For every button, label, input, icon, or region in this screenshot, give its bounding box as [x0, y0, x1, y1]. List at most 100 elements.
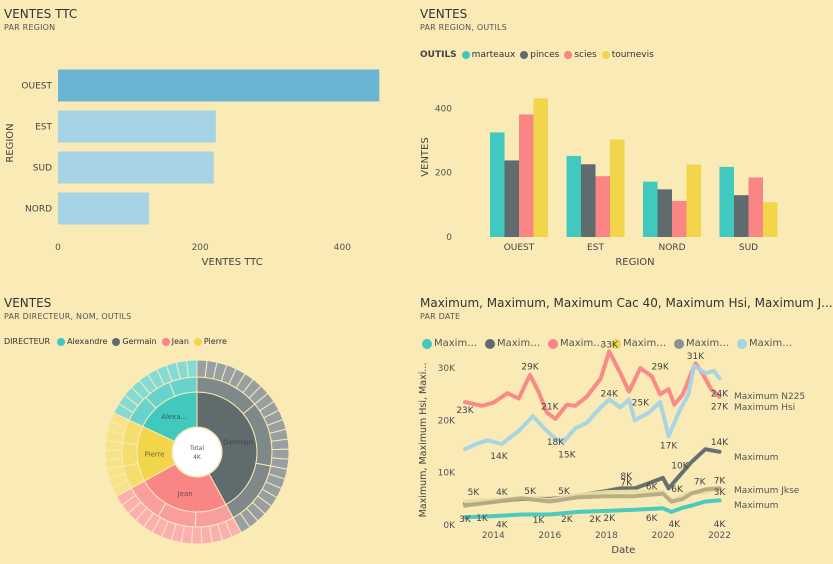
sunburst-label-alexandre: Alexa...: [161, 413, 187, 421]
legend-label-scies[interactable]: scies: [574, 50, 597, 60]
sunburst-center-label: Total: [189, 445, 204, 452]
bar-est[interactable]: [58, 110, 216, 143]
bar-sud-pinces[interactable]: [734, 195, 749, 237]
bar-est-marteaux[interactable]: [566, 155, 582, 237]
bar-sud-tournevis[interactable]: [763, 202, 778, 237]
bar-nord-pinces[interactable]: [657, 189, 673, 237]
legend-label-marteaux[interactable]: marteaux: [471, 50, 516, 60]
bar-chart-ventes-ttc[interactable]: OUEST EST SUD NORD 0 200 400 VENTES TTC REGION: [0, 0, 415, 280]
data-label: 1K: [533, 516, 546, 526]
data-label: 7K: [620, 478, 633, 488]
chart-title: VENTES: [4, 296, 52, 310]
x-tick-label-ouest: OUEST: [504, 243, 535, 253]
series-end-label-maximum: Maximum: [734, 501, 778, 511]
y-tick-label: 400: [435, 104, 452, 114]
bar-ouest-marteaux[interactable]: [490, 132, 505, 237]
legend-marker-scies: [564, 51, 573, 59]
bar-ouest-pinces[interactable]: [504, 160, 520, 237]
legend-label-germain[interactable]: Germain: [122, 337, 157, 346]
series-end-label-maximum: Maximum: [734, 453, 778, 463]
y-tick-label: 0: [446, 233, 452, 243]
y-tick-label: 10K: [438, 469, 456, 479]
data-label: 18K: [547, 438, 565, 448]
legend-marker: [611, 338, 621, 349]
legend-label-alexandre[interactable]: Alexandre: [67, 337, 108, 346]
bar-nord-tournevis[interactable]: [686, 164, 702, 237]
line-chart-maximum[interactable]: 0K 10K 20K 30K 2014 2016 2018 2020 2022 Date Maxim…: [415, 290, 833, 564]
x-axis-label: Date: [611, 545, 635, 556]
bar-ouest-tournevis[interactable]: [533, 98, 549, 237]
sunburst-center: [173, 428, 221, 476]
sunburst-center-value: 4K: [193, 454, 202, 461]
legend-marker: [548, 338, 558, 349]
data-label: 14K: [711, 438, 729, 448]
bar-nord[interactable]: [58, 192, 149, 225]
legend-marker: [422, 338, 432, 349]
data-label: 21K: [541, 403, 559, 413]
x-tick-label-sud: SUD: [739, 243, 758, 253]
column-chart-ventes[interactable]: 0 200 400 OUEST EST NORD SUD REGION VENTES: [415, 0, 833, 280]
bar-est-tournevis[interactable]: [610, 139, 625, 237]
x-tick-label: 400: [334, 243, 351, 253]
series-end-label-maximum-jkse: Maximum Jkse: [734, 486, 800, 496]
x-tick-label: 2018: [595, 531, 618, 541]
data-label: 3K: [459, 515, 472, 525]
x-tick-label: 200: [192, 243, 209, 253]
tick-label-nord: NORD: [25, 205, 52, 215]
data-label: 23K: [456, 406, 474, 416]
legend: OUTILS marteaux pinces scies tournevis: [420, 50, 654, 60]
panel-ventes-directeur: VENTES PAR DIRECTEUR, NOM, OUTILS DIRECT…: [0, 290, 415, 564]
sunburst-name-segment: [121, 442, 139, 467]
data-label: 2K: [561, 515, 574, 525]
data-label: 24K: [601, 389, 619, 399]
legend-title: OUTILS: [420, 50, 457, 60]
data-label: 4K: [668, 520, 681, 530]
sunburst-chart[interactable]: Germain Jean Pierre Alexa... Total 4K: [0, 290, 415, 564]
line-maximum-hsi[interactable]: [463, 349, 722, 421]
legend-marker: [674, 338, 684, 349]
bar-nord-scies[interactable]: [672, 200, 687, 237]
data-label: 7K: [694, 477, 707, 487]
y-tick-label: 30K: [438, 364, 456, 374]
data-label: 5K: [468, 488, 481, 498]
line-maximum-cac-40[interactable]: [463, 486, 722, 508]
bar-ouest-scies[interactable]: [519, 114, 534, 237]
y-tick-label: 200: [435, 169, 452, 179]
data-label: 24K: [711, 389, 729, 399]
data-label: 6K: [671, 485, 684, 495]
bar-sud-marteaux[interactable]: [719, 166, 735, 237]
legend-label-jean[interactable]: Jean: [171, 337, 189, 346]
data-label: 4K: [496, 488, 509, 498]
chart-subtitle: PAR REGION, OUTILS: [420, 23, 507, 32]
y-tick-label: 0K: [443, 521, 456, 531]
legend-label-tournevis[interactable]: tournevis: [611, 50, 654, 60]
chart-subtitle: PAR REGION: [4, 23, 56, 32]
line-maximum[interactable]: [463, 498, 722, 520]
legend-marker-pierre: [193, 337, 202, 346]
data-label: 29K: [651, 362, 669, 372]
sunburst-tool-segment: [270, 438, 290, 451]
data-label: 1K: [476, 514, 489, 524]
data-label: 2K: [603, 514, 616, 524]
legend-label-pinces[interactable]: pinces: [530, 50, 560, 60]
data-label: 7K: [714, 476, 727, 486]
bar-est-pinces[interactable]: [581, 164, 596, 237]
data-label: 10K: [671, 462, 689, 472]
panel-ventes-region-outils: VENTES PAR REGION, OUTILS OUTILS marteaux…: [415, 0, 833, 280]
line-maximum-n225[interactable]: [463, 363, 722, 452]
legend-marker-germain: [112, 337, 121, 346]
legend-marker-jean: [161, 337, 170, 346]
x-tick-label: 2014: [482, 531, 505, 541]
legend-label-pierre[interactable]: Pierre: [203, 337, 227, 346]
data-label: 4K: [714, 520, 727, 530]
x-tick-label: 2020: [652, 531, 675, 541]
bar-nord-marteaux[interactable]: [643, 181, 658, 237]
x-tick-label: 0: [55, 243, 61, 253]
bar-sud[interactable]: [58, 151, 214, 184]
data-label: 5K: [558, 487, 571, 497]
sunburst-label-jean: Jean: [177, 490, 193, 498]
data-label: 8K: [620, 472, 633, 482]
bar-sud-scies[interactable]: [748, 177, 764, 237]
bar-ouest[interactable]: [58, 69, 380, 102]
bar-est-scies[interactable]: [595, 176, 611, 237]
